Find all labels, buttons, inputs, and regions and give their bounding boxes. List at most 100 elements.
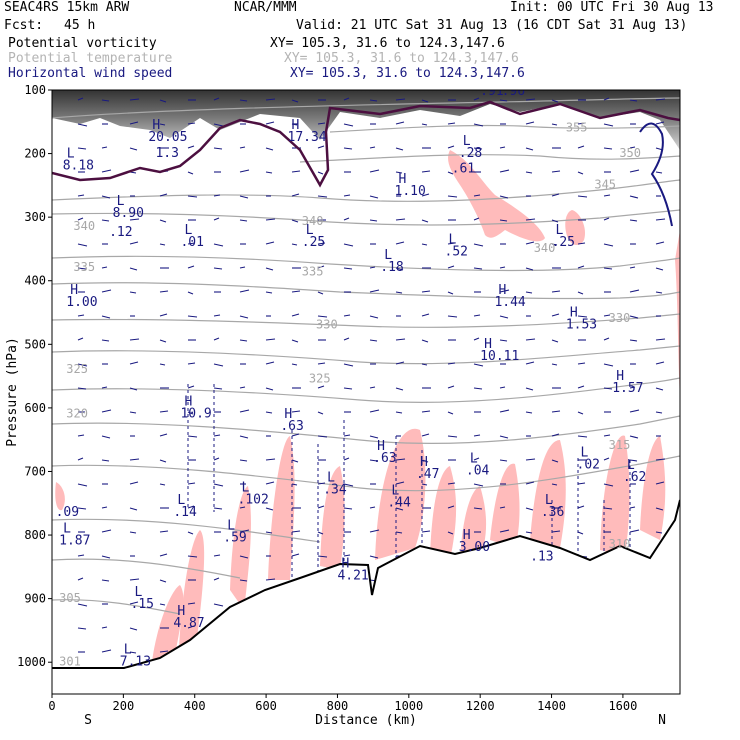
wind-vector [187,195,198,198]
wind-vector [473,194,481,197]
wind-vector [213,434,221,437]
wind-vector [239,459,248,462]
wind-vector [129,481,139,485]
wind-vector [473,147,483,150]
wind-vector [551,170,561,173]
theta-label-10: 325 [66,362,88,376]
theta-label-5: 340 [534,241,556,255]
extremum-value-9: 8.90 [113,206,144,221]
extremum-value-25: .02 [577,457,600,472]
wind-vector [265,507,274,511]
wind-vector [317,291,324,295]
wind-vector [159,99,167,103]
wind-vector [129,531,137,534]
y-tick-label-8: 900 [24,592,46,606]
wind-vector [77,457,84,461]
y-tick-label-4: 500 [24,337,46,351]
wind-vector [265,147,274,151]
y-tick-label-5: 600 [24,401,46,415]
wind-vector [101,555,111,559]
wind-vector [421,243,428,246]
wind-vector [129,338,140,341]
wind-vector [343,363,354,367]
wind-vector [129,98,140,101]
theta-label-4: 340 [302,214,324,228]
isentrope-11 [52,455,680,492]
wind-vector [213,267,223,270]
wind-vector [473,123,484,127]
wind-vector [129,241,139,245]
wind-vector [421,290,431,293]
wind-vector [239,386,246,389]
wind-vector [603,243,614,247]
wind-vector [77,363,88,367]
wind-vector [101,266,108,269]
wind-vector [159,553,168,557]
wind-vector [265,361,275,365]
extremum-value-10: .12 [109,225,132,240]
wind-vector [369,219,378,222]
isentrope-2 [299,154,680,163]
wind-vector [577,411,584,415]
extremum-value-11: .01 [180,235,203,250]
wind-vector [291,170,301,173]
wind-vector [101,99,110,102]
wind-vector [265,531,273,534]
wind-vector [129,507,138,511]
wind-vector [265,578,276,581]
wind-vector [239,219,248,222]
wind-vector [265,121,275,125]
wind-vector [473,483,484,487]
extremum-mark-32: L [545,493,553,508]
wind-vector [101,219,110,222]
extremum-value-24: .04 [466,464,490,479]
wind-vector [499,459,508,462]
wind-vector [473,267,483,270]
pv-anomaly-6 [268,436,295,580]
wind-vector [655,387,664,391]
wind-vector [77,194,85,197]
wind-vector [213,577,220,581]
wind-vector [421,410,431,413]
wind-vector [291,433,300,437]
wind-vector [101,289,112,293]
wind-vector [525,218,536,221]
wind-vector [317,315,328,318]
wind-vector [629,289,640,293]
theta-label-11: 325 [309,371,331,385]
wind-vector [577,122,586,125]
wind-vector [525,267,534,271]
extremum-value-34: 1.87 [59,534,90,549]
wind-vector [101,506,108,509]
wind-vector [525,121,535,125]
wind-vector [629,219,638,222]
wind-vector [525,387,534,391]
wind-vector [447,171,454,175]
wind-vector [343,147,353,150]
wind-vector [421,433,430,437]
pv-anomaly-8 [375,428,426,560]
wind-vector [213,217,220,221]
wind-vector [447,435,458,438]
wind-vector [317,385,325,389]
wind-vector [421,193,430,197]
extremum-value-27: .62 [623,470,646,485]
wind-vector [551,410,561,413]
wind-vector [369,169,380,173]
wind-vector [265,98,276,101]
wind-vector [655,361,665,365]
extremum-value-21: 10.9 [180,406,211,421]
extremum-mark-11: L [184,223,192,238]
wind-vector [129,627,138,631]
wind-vector [187,505,195,509]
wind-vector [447,482,456,485]
wind-vector [317,531,324,535]
field-wind-name: Horizontal wind speed [8,66,173,81]
extremum-mark-25: L [581,445,589,460]
wind-vector [129,267,138,271]
wind-vector [291,313,300,317]
wind-vector [159,650,169,653]
wind-vector [77,97,84,101]
extremum-value-39: .15 [131,597,154,612]
